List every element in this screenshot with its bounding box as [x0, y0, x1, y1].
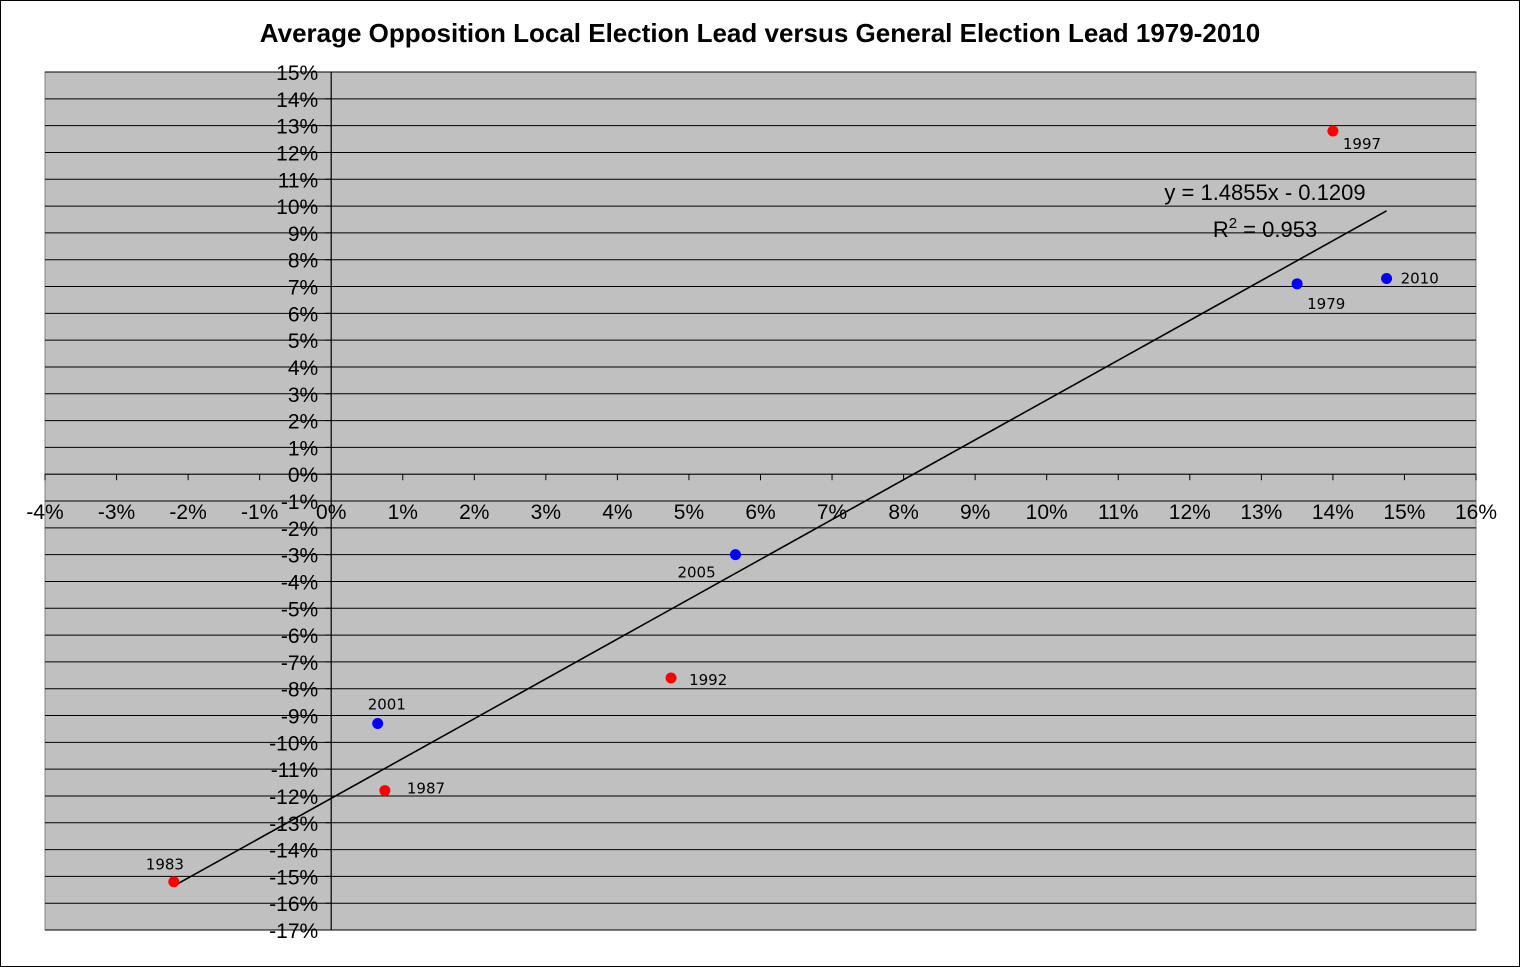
y-tick-label: 8% — [288, 250, 318, 273]
y-tick-label: 10% — [276, 196, 318, 219]
y-tick-label: 7% — [288, 277, 318, 300]
x-tick-label: 14% — [1312, 501, 1354, 524]
x-tick-label: 8% — [888, 501, 918, 524]
x-tick-label: 10% — [1026, 501, 1068, 524]
y-tick-label: -8% — [281, 679, 318, 702]
y-tick-label: 11% — [278, 169, 318, 192]
y-tick-label: 15% — [276, 62, 318, 85]
x-tick-label: -3% — [98, 501, 135, 524]
y-tick-label: -16% — [269, 893, 318, 916]
x-tick-label: 11% — [1098, 501, 1138, 524]
y-tick-label: -6% — [281, 625, 318, 648]
y-tick-label: 5% — [288, 330, 318, 353]
data-point — [1381, 272, 1393, 284]
y-tick-label: -10% — [269, 732, 318, 755]
data-point — [1291, 278, 1303, 290]
trendline — [173, 210, 1387, 887]
y-tick-label: 6% — [288, 303, 318, 326]
data-point — [379, 785, 391, 797]
y-tick-label: -14% — [269, 840, 318, 863]
data-label: 2010 — [1401, 269, 1439, 287]
x-tick-label: -1% — [241, 501, 278, 524]
x-tick-label: -2% — [169, 501, 206, 524]
x-tick-label: 6% — [745, 501, 775, 524]
data-label: 1997 — [1343, 135, 1381, 153]
data-point — [729, 549, 741, 561]
trendline-equation: y = 1.4855x - 0.1209 — [1164, 180, 1365, 205]
data-label: 2005 — [677, 564, 715, 582]
y-tick-label: -5% — [281, 598, 318, 621]
data-point — [168, 876, 180, 888]
data-point — [665, 672, 677, 684]
y-tick-label: -4% — [281, 571, 318, 594]
chart-title: Average Opposition Local Election Lead v… — [259, 18, 1261, 48]
x-tick-label: 2% — [459, 501, 489, 524]
y-tick-label: 3% — [288, 384, 318, 407]
y-tick-label: 0% — [288, 464, 318, 487]
x-tick-label: 7% — [817, 501, 847, 524]
x-tick-label: 16% — [1455, 501, 1497, 524]
y-tick-label: -11% — [271, 759, 318, 782]
data-label: 1992 — [689, 671, 727, 689]
y-tick-label: -2% — [281, 518, 318, 541]
data-point — [1327, 125, 1339, 137]
x-tick-label: 12% — [1169, 501, 1211, 524]
y-tick-label: -7% — [281, 652, 318, 675]
y-tick-label: 1% — [288, 437, 318, 460]
x-tick-label: 13% — [1240, 501, 1282, 524]
y-tick-label: 14% — [276, 89, 318, 112]
y-tick-label: -17% — [269, 920, 318, 943]
y-tick-label: -9% — [281, 706, 318, 729]
y-tick-label: 13% — [276, 116, 318, 139]
data-label: 1983 — [146, 856, 184, 874]
data-point — [372, 718, 384, 730]
x-tick-label: 15% — [1383, 501, 1425, 524]
y-tick-label: 12% — [276, 142, 318, 165]
trendline-r-squared: R2 = 0.953 — [1213, 215, 1317, 242]
y-tick-label: -15% — [269, 866, 318, 889]
data-label: 1979 — [1307, 295, 1345, 313]
y-tick-label: -1% — [281, 491, 318, 514]
y-tick-label: 9% — [288, 223, 318, 246]
y-tick-label: -12% — [269, 786, 318, 809]
x-tick-label: 9% — [960, 501, 990, 524]
y-tick-label: 4% — [288, 357, 318, 380]
data-label: 2001 — [368, 696, 406, 714]
x-tick-label: 3% — [531, 501, 561, 524]
y-tick-label: -13% — [269, 813, 318, 836]
y-tick-label: 2% — [288, 411, 318, 434]
x-tick-label: 1% — [388, 501, 418, 524]
x-tick-label: -4% — [26, 501, 63, 524]
x-tick-label: 0% — [316, 501, 346, 524]
x-tick-label: 4% — [602, 501, 632, 524]
y-tick-label: -3% — [281, 545, 318, 568]
x-tick-label: 5% — [674, 501, 704, 524]
data-label: 1987 — [407, 780, 445, 798]
